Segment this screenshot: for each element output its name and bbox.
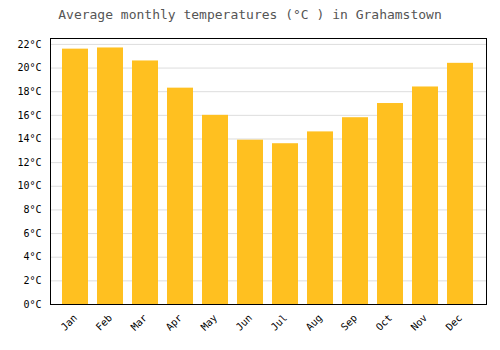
svg-text:20°C: 20°C	[17, 62, 41, 73]
svg-text:4°C: 4°C	[23, 251, 41, 262]
svg-text:Sep: Sep	[339, 312, 360, 333]
svg-text:Jul: Jul	[269, 312, 290, 333]
svg-text:16°C: 16°C	[17, 110, 41, 121]
svg-text:14°C: 14°C	[17, 133, 41, 144]
svg-text:12°C: 12°C	[17, 157, 41, 168]
svg-text:Jun: Jun	[234, 312, 255, 333]
svg-text:6°C: 6°C	[23, 228, 41, 239]
svg-text:Oct: Oct	[374, 312, 395, 333]
html-text:Average monthly temperatures (: Average monthly temperatures (°C ) in Gr…	[58, 7, 442, 22]
svg-text:May: May	[199, 312, 220, 333]
svg-text:Feb: Feb	[94, 312, 115, 333]
svg-text:2°C: 2°C	[23, 275, 41, 286]
svg-text:Jan: Jan	[59, 312, 80, 333]
svg-text:18°C: 18°C	[17, 86, 41, 97]
svg-text:10°C: 10°C	[17, 180, 41, 191]
svg-text:Mar: Mar	[129, 312, 150, 333]
svg-text:0°C: 0°C	[23, 299, 41, 310]
svg-text:8°C: 8°C	[23, 204, 41, 215]
svg-text:Apr: Apr	[164, 312, 185, 333]
svg-text:Dec: Dec	[444, 312, 465, 333]
svg-text:22°C: 22°C	[17, 39, 41, 50]
svg-text:Nov: Nov	[409, 312, 430, 333]
svg-text:Aug: Aug	[304, 312, 325, 333]
